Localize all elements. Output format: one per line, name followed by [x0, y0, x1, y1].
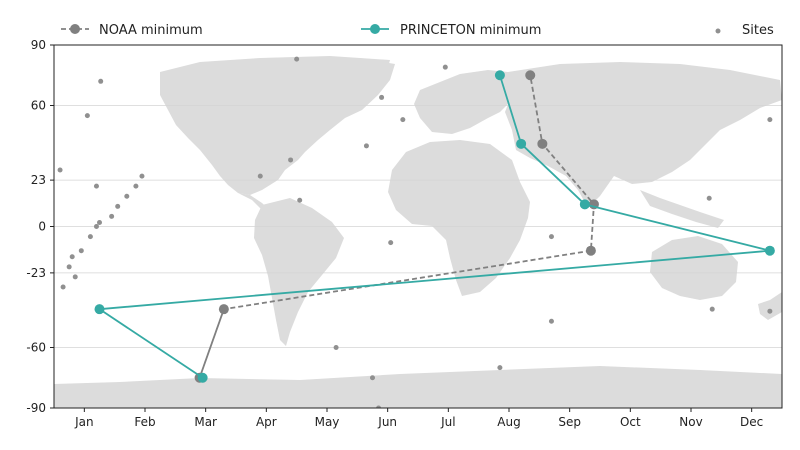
x-tick-label: Jan: [74, 415, 94, 429]
noaa-minimum-point: [537, 138, 548, 149]
site-point: [124, 193, 130, 199]
legend-sites-label: Sites: [742, 23, 774, 38]
site-point: [60, 284, 66, 290]
site-point: [133, 183, 139, 189]
europe-land: [414, 70, 520, 134]
africa-land: [388, 140, 530, 296]
x-tick-label: Jul: [440, 415, 455, 429]
legend-noaa-marker: [70, 24, 80, 34]
legend: NOAA minimum PRINCETON minimum Sites: [61, 23, 774, 38]
site-point: [66, 264, 72, 270]
site-point: [97, 219, 102, 225]
legend-princeton-marker: [370, 24, 380, 34]
site-point: [93, 224, 99, 229]
site-point: [87, 234, 93, 240]
site-point: [109, 213, 115, 219]
site-point: [93, 183, 99, 189]
site-point: [294, 56, 300, 62]
y-tick-label: -90: [26, 401, 46, 415]
site-point: [78, 248, 84, 254]
y-axis: 90 60 23 0 -23 -60 -90: [26, 38, 54, 415]
site-point: [115, 203, 121, 209]
noaa-minimum-point: [525, 70, 536, 81]
site-point: [57, 167, 63, 173]
x-tick-label: Dec: [740, 415, 763, 429]
site-point: [139, 173, 145, 179]
site-point: [297, 197, 303, 203]
y-tick-label: -23: [26, 266, 46, 280]
site-point: [376, 405, 382, 408]
legend-item-princeton: PRINCETON minimum: [361, 23, 541, 38]
greenland-land: [318, 58, 390, 108]
princeton-minimum-point: [516, 138, 527, 149]
legend-princeton-label: PRINCETON minimum: [400, 23, 541, 38]
asia-land: [505, 62, 782, 208]
series-layer: [57, 56, 775, 408]
x-tick-label: Nov: [679, 415, 702, 429]
new-zealand-land: [758, 292, 782, 320]
x-tick-label: May: [315, 415, 340, 429]
site-point: [69, 254, 75, 260]
princeton-minimum-point: [197, 372, 208, 383]
site-point: [497, 365, 503, 371]
legend-item-sites: Sites: [715, 23, 774, 38]
y-tick-label: -60: [26, 341, 46, 355]
x-tick-label: Apr: [256, 415, 277, 429]
x-tick-label: Oct: [620, 415, 641, 429]
world-map-background: [54, 56, 782, 408]
princeton-minimum-line: [98, 74, 771, 379]
x-tick-label: Jun: [377, 415, 397, 429]
australia-land: [650, 236, 738, 300]
y-tick-label: 90: [31, 38, 46, 52]
princeton-minimum-point: [494, 70, 505, 81]
site-point: [333, 345, 339, 350]
x-tick-label: Mar: [194, 415, 217, 429]
site-point: [442, 64, 448, 70]
site-point: [363, 143, 369, 149]
site-point: [548, 234, 554, 240]
site-point: [379, 94, 385, 100]
noaa-minimum-point: [218, 304, 229, 315]
x-tick-label: Sep: [558, 415, 581, 429]
site-point: [388, 240, 394, 246]
legend-noaa-label: NOAA minimum: [99, 23, 203, 38]
x-axis: Jan Feb Mar Apr May Jun Jul Aug Sep Oct Nov Dec: [74, 408, 763, 429]
legend-item-noaa: NOAA minimum: [61, 23, 203, 38]
site-point: [548, 318, 554, 324]
series-princeton-minimum: [94, 70, 775, 383]
princeton-minimum-point: [579, 199, 590, 210]
princeton-minimum-point: [94, 304, 105, 315]
site-point: [767, 117, 773, 123]
site-point: [72, 274, 78, 280]
princeton-minimum-point: [764, 245, 775, 256]
site-point: [706, 195, 712, 201]
southeast-asia-islands: [640, 190, 724, 228]
site-point: [767, 308, 773, 314]
y-tick-label: 0: [38, 220, 46, 234]
antarctica-land: [54, 366, 782, 408]
site-point: [288, 157, 294, 163]
x-tick-label: Aug: [497, 415, 520, 429]
noaa-minimum-point: [585, 245, 596, 256]
site-point: [98, 78, 104, 84]
site-point: [709, 306, 715, 312]
site-point: [370, 375, 375, 381]
site-point: [257, 173, 263, 179]
site-point: [84, 113, 90, 119]
site-point: [400, 117, 406, 123]
south-america-land: [254, 198, 344, 346]
y-tick-label: 60: [31, 99, 46, 113]
x-tick-label: Feb: [134, 415, 155, 429]
legend-sites-marker: [715, 28, 721, 34]
y-tick-label: 23: [31, 173, 46, 187]
horizontal-gridlines: [54, 105, 782, 348]
series-sites: [57, 56, 773, 408]
